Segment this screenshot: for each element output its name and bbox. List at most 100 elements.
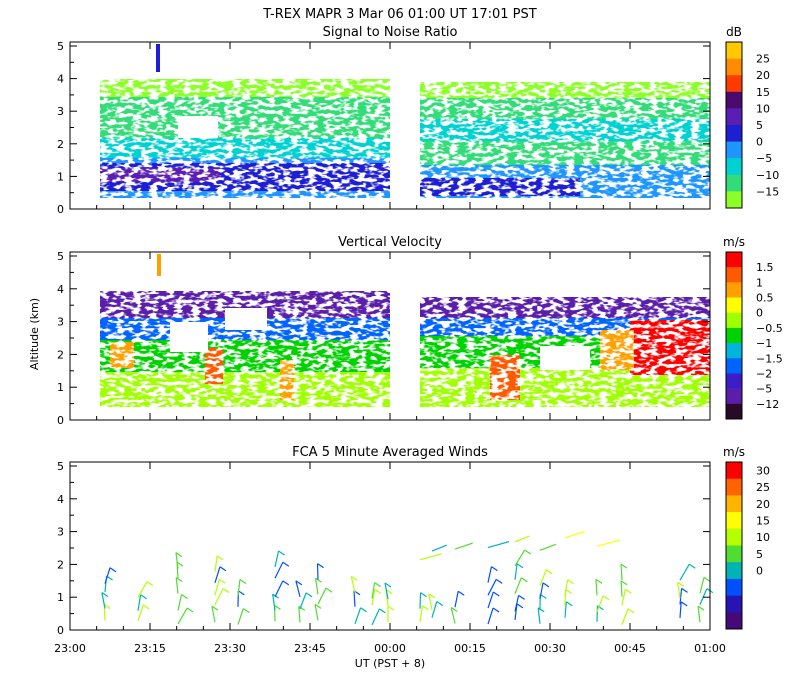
wind-barb [101, 592, 106, 609]
colorbar-swatch [726, 388, 742, 405]
wind-barb-flag [545, 569, 553, 575]
wind-barb-flag [298, 605, 306, 611]
y-tick-label: 3 [57, 316, 64, 329]
colorbar-swatch [726, 282, 742, 298]
wind-barb [428, 593, 433, 610]
colorbar-label: 10 [756, 531, 770, 544]
vv-hole-b [225, 308, 267, 330]
wind-barb-flag [428, 593, 436, 599]
wind-barb-flag [175, 577, 183, 583]
colorbar-label: −0.5 [756, 322, 783, 335]
wind-barb [539, 582, 544, 599]
wind-barb [539, 569, 547, 586]
wind-barb [596, 539, 621, 547]
wind-barb [419, 553, 442, 561]
colorbar-swatch [726, 545, 742, 563]
colorbar-swatch [726, 528, 742, 546]
colorbar-label: −5 [756, 383, 772, 396]
wind-barb-flag [305, 592, 313, 598]
wind-barb [564, 531, 585, 539]
colorbar-label: 25 [756, 53, 770, 66]
vv-panel-title: Vertical Velocity [338, 235, 442, 250]
wind-barb-flag [595, 578, 603, 584]
wind-barb [699, 577, 705, 594]
wind-barb-flag [101, 591, 109, 597]
wind-barb-flag [243, 608, 250, 614]
y-axis-label: Altitude (km) [28, 298, 41, 370]
wind-barb [214, 579, 220, 596]
wind-barb [274, 580, 284, 598]
wind-barb-flag [186, 607, 194, 613]
wind-barb [175, 577, 179, 594]
wind-barb-flag [219, 566, 227, 572]
wind-barb-flag [620, 580, 628, 586]
wind-barb-flag [516, 563, 524, 569]
colorbar-swatch [726, 358, 742, 374]
colorbar-label: 0 [756, 565, 763, 578]
wind-barb [487, 591, 494, 609]
colorbar-frame [725, 41, 743, 209]
colorbar-label: −10 [756, 169, 779, 182]
y-tick-label: 2 [57, 558, 64, 571]
wind-barb [299, 592, 307, 610]
x-tick-label: 00:15 [454, 642, 486, 655]
wind-barb-flag [325, 587, 333, 593]
wind-barb [487, 540, 510, 549]
wind-barb-flag [176, 561, 184, 567]
colorbar-label: −5 [756, 152, 772, 165]
y-tick-label: 4 [57, 283, 64, 296]
wind-barb [564, 579, 569, 596]
wind-barb [514, 535, 530, 543]
colorbar-frame [725, 461, 743, 630]
y-tick-label: 0 [57, 624, 64, 637]
wind-barb-flag [317, 563, 324, 569]
wind-barb [514, 563, 518, 580]
wind-barb [487, 607, 494, 625]
wind-barb [272, 594, 276, 611]
wind-barb [539, 543, 557, 551]
vv-panel: Vertical Velocity 0 1 2 3 4 5 m/s 1.5 1 0.5 0 −0.5… [57, 235, 783, 427]
wind-barb [564, 601, 567, 618]
wind-barb [450, 607, 456, 624]
x-axis: 23:00 23:15 23:30 23:45 00:00 00:15 00:30 00:45… [54, 42, 726, 655]
colorbar-swatch [726, 327, 742, 344]
wind-barb [595, 579, 598, 596]
vv-spike [157, 254, 161, 276]
y-tick-label: 4 [57, 73, 64, 86]
snr-field [100, 44, 710, 198]
wind-barb-flag [457, 590, 465, 596]
colorbar-label: 5 [756, 548, 763, 561]
colorbar-swatch [726, 75, 742, 93]
wind-barb-flag [278, 550, 285, 556]
wind-barb-flag [627, 608, 635, 614]
colorbar-label: 20 [756, 498, 770, 511]
wind-barb [214, 566, 221, 583]
wind-barb [314, 604, 319, 621]
colorbar-swatch [726, 562, 742, 580]
wind-barb [454, 591, 459, 608]
wind-barb [679, 588, 683, 605]
colorbar-label: 25 [756, 481, 770, 494]
colorbar-label: 0 [756, 307, 763, 320]
colorbar-swatch [726, 495, 742, 513]
x-axis-label: UT (PST + 8) [355, 657, 425, 670]
y-tick-label: 4 [57, 493, 64, 506]
wind-barb [214, 555, 218, 572]
wind-barb-flag [379, 608, 386, 614]
wind-barb [214, 588, 224, 605]
colorbar-swatch [726, 595, 742, 613]
colorbar-label: 30 [756, 464, 770, 477]
y-tick-label: 5 [57, 460, 64, 473]
wind-barb-flag [295, 580, 303, 586]
x-tick-label: 23:00 [54, 642, 86, 655]
wind-barb-flag [680, 601, 688, 607]
colorbar-label: −12 [756, 398, 779, 411]
wind-barb-flag [495, 578, 503, 584]
y-tick-label: 3 [57, 526, 64, 539]
wind-barb [487, 566, 493, 583]
wind-barb [137, 581, 148, 598]
wind-barb-flag [222, 588, 230, 594]
colorbar-unit: dB [726, 25, 742, 39]
wind-barb [274, 550, 280, 568]
